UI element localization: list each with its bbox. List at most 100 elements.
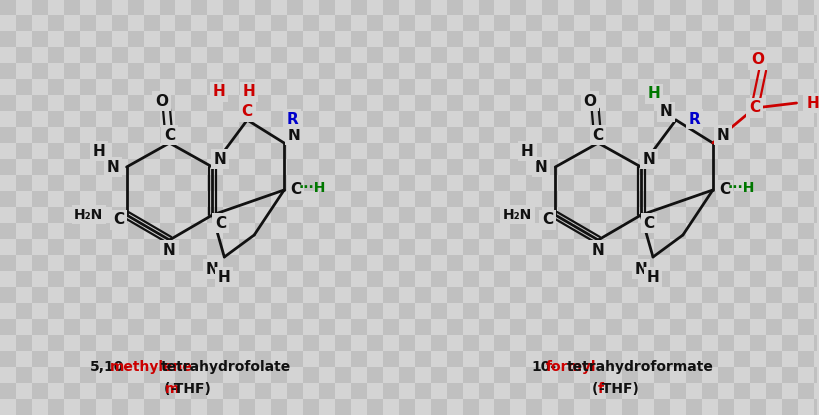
Bar [239, 79, 255, 95]
Bar [590, 367, 605, 383]
Bar [351, 271, 366, 287]
Bar [111, 367, 128, 383]
Bar [765, 399, 781, 415]
Bar [622, 31, 637, 47]
Bar [143, 63, 160, 79]
Bar [319, 383, 335, 399]
Bar [255, 95, 271, 111]
Bar [191, 159, 207, 175]
Bar [160, 127, 175, 143]
Bar [239, 207, 255, 223]
Bar [271, 271, 287, 287]
Bar [319, 239, 335, 255]
Bar [414, 47, 430, 63]
Bar [223, 143, 239, 159]
Bar [319, 111, 335, 127]
Bar [430, 63, 446, 79]
Bar [446, 191, 462, 207]
Bar [446, 383, 462, 399]
Bar [701, 335, 717, 351]
Bar [509, 383, 526, 399]
Bar [271, 127, 287, 143]
Bar [446, 335, 462, 351]
Bar [239, 255, 255, 271]
Bar [175, 31, 191, 47]
Bar [255, 367, 271, 383]
Bar [64, 191, 79, 207]
Bar [32, 63, 48, 79]
Bar [160, 159, 175, 175]
Bar [32, 143, 48, 159]
Bar [494, 239, 509, 255]
Bar [16, 271, 32, 287]
Bar [509, 175, 526, 191]
Bar [207, 175, 223, 191]
Bar [16, 47, 32, 63]
Bar [111, 127, 128, 143]
Bar [685, 0, 701, 15]
Bar [351, 335, 366, 351]
Bar [430, 0, 446, 15]
Bar [781, 351, 797, 367]
Bar [573, 63, 590, 79]
Text: m: m [165, 382, 179, 396]
Bar [366, 47, 382, 63]
Bar [239, 383, 255, 399]
Bar [526, 239, 541, 255]
Bar [303, 399, 319, 415]
Bar [605, 95, 622, 111]
Bar [462, 303, 478, 319]
Bar [48, 271, 64, 287]
Bar [414, 383, 430, 399]
Bar [128, 271, 143, 287]
Bar [590, 31, 605, 47]
Bar [509, 319, 526, 335]
Bar [128, 127, 143, 143]
Bar [32, 287, 48, 303]
Bar [96, 399, 111, 415]
Bar [0, 191, 16, 207]
Bar [303, 271, 319, 287]
Text: N: N [716, 127, 728, 142]
Bar [191, 207, 207, 223]
Bar [701, 207, 717, 223]
Bar [478, 255, 494, 271]
Bar [605, 143, 622, 159]
Bar [128, 303, 143, 319]
Bar [573, 271, 590, 287]
Bar [685, 223, 701, 239]
Bar [351, 175, 366, 191]
Bar [701, 79, 717, 95]
Text: H₂N: H₂N [74, 208, 103, 222]
Bar [191, 319, 207, 335]
Bar [669, 79, 685, 95]
Bar [717, 191, 733, 207]
Bar [319, 287, 335, 303]
Bar [191, 255, 207, 271]
Bar [111, 159, 128, 175]
Bar [509, 239, 526, 255]
Bar [812, 63, 819, 79]
Bar [143, 223, 160, 239]
Bar [271, 367, 287, 383]
Bar [558, 143, 573, 159]
Text: R: R [688, 112, 700, 127]
Bar [335, 303, 351, 319]
Bar [48, 367, 64, 383]
Bar [398, 79, 414, 95]
Bar [207, 0, 223, 15]
Bar [446, 287, 462, 303]
Bar [271, 175, 287, 191]
Bar [685, 63, 701, 79]
Bar [414, 31, 430, 47]
Bar [797, 271, 812, 287]
Bar [271, 15, 287, 31]
Bar [79, 271, 96, 287]
Bar [430, 223, 446, 239]
Bar [541, 255, 558, 271]
Bar [128, 207, 143, 223]
Bar [462, 127, 478, 143]
Bar [143, 383, 160, 399]
Bar [382, 319, 398, 335]
Bar [48, 95, 64, 111]
